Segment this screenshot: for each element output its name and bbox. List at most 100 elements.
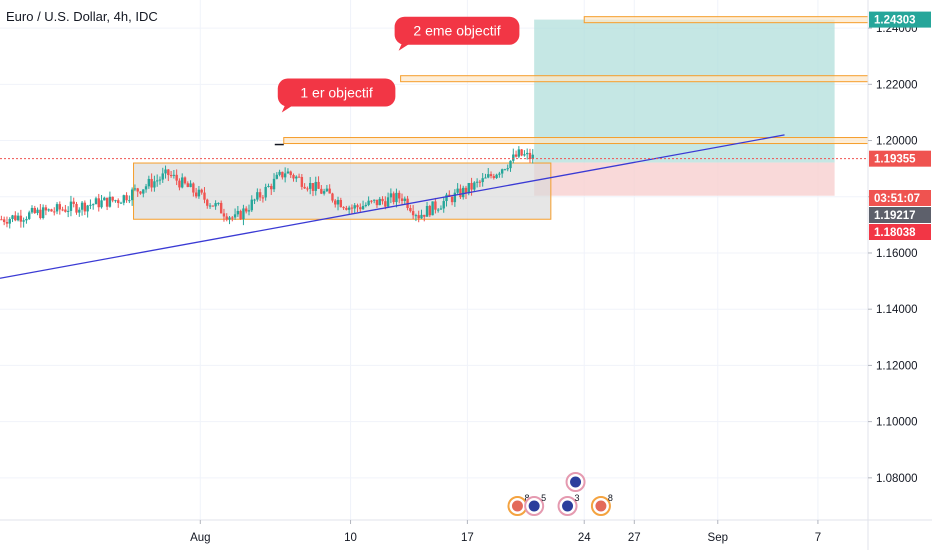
- candle: [506, 168, 509, 170]
- candle: [11, 215, 14, 219]
- objective-level-1: [283, 137, 869, 145]
- candle: [50, 209, 53, 212]
- candle: [231, 217, 234, 219]
- candle: [270, 185, 273, 190]
- candle: [258, 192, 262, 198]
- candle: [164, 169, 167, 174]
- candle: [478, 181, 482, 183]
- candle: [509, 160, 512, 169]
- candle: [523, 154, 526, 156]
- candle: [14, 215, 17, 221]
- objective-level-3: [583, 16, 869, 24]
- candle: [228, 217, 231, 220]
- price-badge-gray: 1.19217: [869, 207, 931, 223]
- candle: [492, 176, 496, 179]
- candle: [303, 186, 306, 189]
- event-count: 3: [575, 493, 580, 503]
- candle: [462, 187, 465, 198]
- candle: [420, 214, 423, 219]
- candle: [317, 181, 320, 189]
- candle: [91, 204, 95, 206]
- event-count: 8: [608, 493, 613, 503]
- callout-bubble: [277, 78, 396, 107]
- candle: [322, 191, 326, 194]
- candle: [306, 188, 309, 190]
- objective-callout-2: 2 eme objectif: [394, 16, 520, 51]
- candle: [161, 173, 164, 180]
- candle: [389, 193, 393, 198]
- candle: [295, 176, 298, 179]
- candle: [117, 200, 120, 203]
- candle: [495, 174, 498, 179]
- event-marker: 5: [524, 493, 546, 516]
- candle: [86, 205, 89, 212]
- candle: [33, 207, 36, 214]
- candle: [372, 199, 376, 201]
- price-badges: 1.24303 1.19355 03:51:07 1.19217 1.18038: [869, 11, 931, 240]
- candle: [434, 201, 437, 210]
- candle: [225, 216, 228, 220]
- candle: [39, 209, 42, 219]
- candle: [409, 208, 412, 212]
- candle: [442, 201, 445, 209]
- time-tick-label: 27: [628, 532, 641, 544]
- candle: [275, 174, 279, 179]
- time-tick-label: Sep: [708, 532, 728, 544]
- event-marker: 8: [590, 493, 613, 516]
- candle: [119, 202, 123, 204]
- price-badge-bg: [869, 224, 931, 240]
- objective-label: 1 er objectif: [300, 85, 372, 101]
- candles: [0, 146, 534, 229]
- candle: [484, 177, 487, 179]
- candle: [272, 178, 276, 190]
- candle: [105, 197, 109, 207]
- candle: [169, 175, 173, 177]
- candle: [89, 204, 92, 206]
- callout-bubble: [394, 16, 520, 45]
- candle: [155, 180, 159, 182]
- candle: [370, 200, 373, 202]
- candle: [75, 203, 78, 213]
- candle: [375, 199, 379, 206]
- candle: [53, 211, 56, 213]
- candle: [359, 207, 362, 210]
- price-tick-label: 1.20000: [876, 136, 918, 148]
- callout-pointer: [398, 41, 413, 51]
- event-markers: 8 5 3 8: [507, 472, 613, 516]
- candle: [233, 214, 237, 218]
- candle: [192, 183, 195, 193]
- candle: [172, 174, 176, 176]
- candle: [22, 220, 25, 222]
- candle: [278, 171, 281, 175]
- price-badge-current: 1.19355: [869, 150, 931, 167]
- candle: [398, 192, 401, 199]
- candle: [531, 154, 534, 160]
- candle: [386, 197, 390, 207]
- candle: [2, 219, 6, 223]
- candle: [208, 205, 212, 207]
- price-badge-countdown: 03:51:07: [869, 190, 931, 206]
- time-tick-label: 24: [578, 532, 591, 544]
- objective-label: 2 eme objectif: [413, 23, 500, 39]
- candle: [122, 195, 126, 203]
- candle: [281, 171, 284, 178]
- candle: [83, 202, 87, 212]
- price-badge-stop: 1.18038: [869, 224, 931, 240]
- candle: [108, 196, 112, 207]
- candle: [142, 189, 145, 194]
- eu-flag-icon: [528, 500, 540, 512]
- candle: [328, 188, 331, 194]
- candle: [144, 186, 148, 190]
- candle: [203, 192, 206, 200]
- objective-callout-1: 1 er objectif: [277, 78, 396, 113]
- candle: [289, 171, 292, 175]
- candle: [66, 210, 70, 212]
- candle: [428, 205, 432, 216]
- price-tick-label: 1.10000: [876, 417, 918, 429]
- candle: [350, 207, 354, 209]
- candle: [253, 199, 256, 201]
- candle: [286, 171, 290, 174]
- candle: [64, 209, 67, 212]
- candle: [467, 182, 470, 194]
